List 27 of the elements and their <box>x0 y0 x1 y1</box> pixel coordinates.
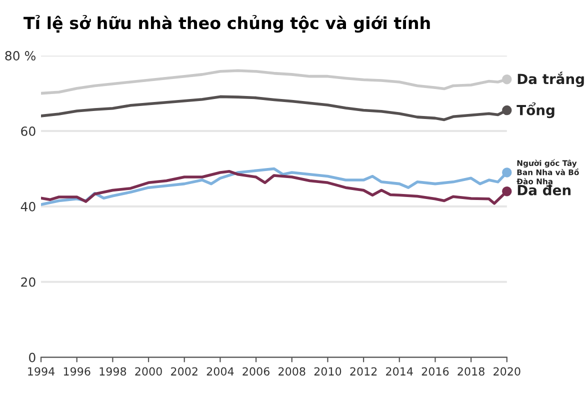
x-tick-label: 2016 <box>422 367 449 376</box>
y-tick-label: 80 % <box>5 51 36 61</box>
point <box>502 186 512 196</box>
x-tick-label: 2004 <box>206 367 234 376</box>
y-tick-label: 40 <box>20 202 36 212</box>
point <box>502 105 512 116</box>
y-tick-label: 20 <box>21 277 36 287</box>
x-tick-label: 2010 <box>314 367 342 376</box>
x-tick-label: 2012 <box>350 367 377 376</box>
chart-title: Tỉ lệ sở hữu nhà theo chủng tộc và giới tính <box>24 14 430 33</box>
x-tick-label: 1994 <box>28 367 55 376</box>
x-tick-label: 2006 <box>242 367 270 376</box>
series-label: Da trắng <box>518 72 584 87</box>
point <box>502 168 512 178</box>
y-tick-label: 60 <box>21 126 36 136</box>
x-tick-label: 2020 <box>494 367 520 376</box>
x-tick-label: 2014 <box>386 367 413 376</box>
x-tick-label: 1998 <box>100 367 126 376</box>
x-tick-label: 2008 <box>278 367 306 376</box>
x-tick-label: 1996 <box>64 367 90 376</box>
series-label: Tổng <box>516 102 554 118</box>
x-tick-label: 2018 <box>458 367 484 376</box>
x-tick-label: 2000 <box>135 367 162 376</box>
y-tick-label: 0 <box>29 352 36 362</box>
point <box>502 74 512 84</box>
series-label: Da đen <box>518 184 571 196</box>
x-tick-label: 2002 <box>171 367 198 376</box>
